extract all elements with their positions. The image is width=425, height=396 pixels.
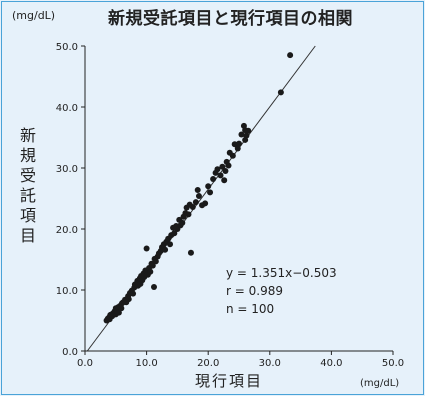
data-point (238, 131, 245, 138)
data-point (130, 290, 137, 297)
x-tick-label: 30.0 (259, 358, 281, 369)
x-tick-label: 50.0 (382, 358, 404, 369)
data-point (187, 249, 194, 256)
data-point (225, 162, 232, 169)
x-tick-label: 20.0 (197, 358, 219, 369)
data-point (192, 199, 199, 206)
data-point (205, 183, 212, 190)
y-tick-label: 20.0 (56, 225, 78, 236)
y-tick-label: 30.0 (56, 164, 78, 175)
data-point (207, 189, 214, 196)
x-tick-label: 40.0 (320, 358, 342, 369)
y-tick-label: 10.0 (56, 286, 78, 297)
x-tick-label: 0.0 (77, 358, 93, 369)
data-point (214, 166, 221, 173)
y-tick-label: 0.0 (62, 347, 78, 358)
y-tick-label: 40.0 (56, 103, 78, 114)
data-point (150, 283, 157, 290)
data-point (189, 204, 196, 211)
data-point (210, 175, 217, 182)
data-point (202, 200, 209, 207)
data-point (179, 219, 186, 226)
data-point (221, 177, 228, 184)
data-point (229, 152, 236, 159)
x-tick-label: 10.0 (135, 358, 157, 369)
stat-annotation: n = 100 (226, 302, 274, 316)
data-point (125, 296, 132, 303)
stat-annotation: r = 0.989 (226, 284, 283, 298)
data-point (217, 172, 224, 179)
x-unit-label: (mg/dL) (360, 378, 400, 389)
x-axis-label: 現行項目 (195, 372, 264, 390)
data-point (185, 211, 192, 218)
data-point (242, 127, 249, 134)
data-point (152, 258, 159, 265)
data-point (236, 140, 242, 147)
data-point (194, 186, 201, 193)
data-point (162, 246, 169, 253)
data-point (277, 89, 284, 96)
y-axis-label: 新規受託項目 (19, 126, 36, 245)
data-point (149, 262, 156, 269)
data-point (143, 245, 150, 252)
data-point (167, 241, 174, 248)
data-point (195, 193, 202, 200)
data-point (243, 132, 250, 139)
data-point (147, 268, 154, 275)
data-point (234, 145, 241, 152)
chart-title: 新規受託項目と現行項目の相関 (108, 9, 353, 29)
y-tick-label: 50.0 (56, 42, 78, 53)
stat-annotation: y = 1.351x−0.503 (226, 266, 337, 280)
data-point (219, 163, 226, 170)
data-point (287, 52, 294, 59)
data-point (118, 305, 125, 312)
y-unit-label: (mg/dL) (12, 9, 56, 22)
data-point (222, 168, 229, 175)
data-point (171, 230, 178, 237)
